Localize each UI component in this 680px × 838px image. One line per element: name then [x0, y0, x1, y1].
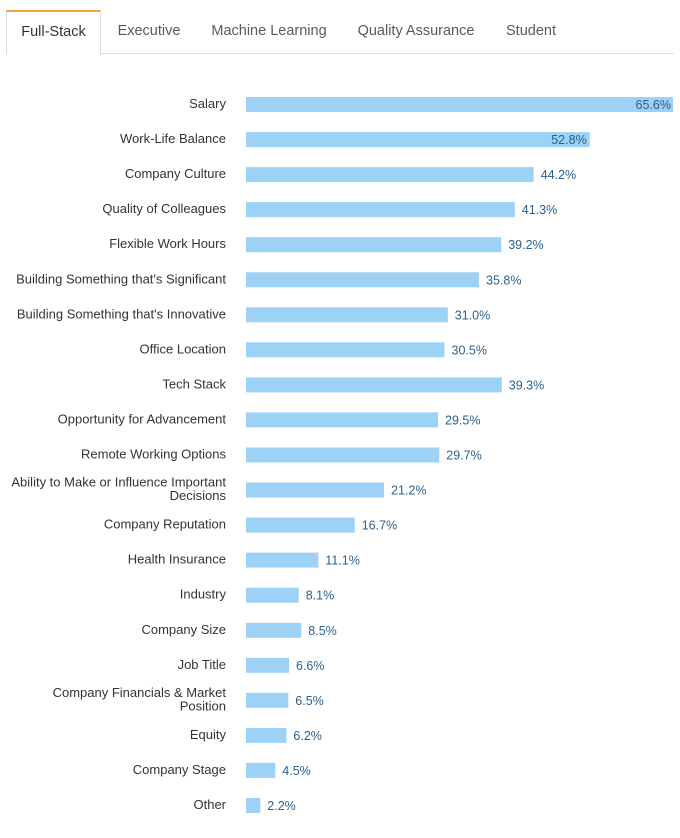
- value-label: 39.3%: [509, 378, 544, 392]
- bar-19: [246, 762, 276, 778]
- value-label: 30.5%: [452, 343, 487, 357]
- tab-bar: Full-Stack Executive Machine Learning Qu…: [6, 10, 674, 55]
- category-label: Tech Stack: [162, 376, 226, 391]
- value-label: 29.7%: [446, 449, 481, 463]
- category-label: Building Something that's Significant: [16, 271, 226, 286]
- value-label: 8.1%: [306, 589, 335, 603]
- value-label: 4.5%: [282, 764, 311, 778]
- category-label: Ability to Make or Influence Important De…: [11, 475, 226, 504]
- value-label: 6.6%: [296, 659, 325, 673]
- category-label: Work-Life Balance: [120, 131, 226, 146]
- bar-14: [246, 587, 299, 603]
- value-label: 44.2%: [541, 168, 576, 182]
- bar-5: [246, 272, 479, 288]
- value-label: 29.5%: [445, 413, 480, 427]
- tab-full-stack[interactable]: Full-Stack: [6, 10, 101, 55]
- category-label: Equity: [190, 727, 227, 742]
- bar-15: [246, 622, 302, 638]
- bar-7: [246, 342, 445, 358]
- bar-4: [246, 237, 502, 253]
- value-label: 35.8%: [486, 273, 521, 287]
- bar-16: [246, 657, 289, 673]
- category-label: Company Stage: [133, 762, 226, 777]
- value-label: 65.6%: [636, 98, 671, 112]
- category-label: Company Culture: [125, 166, 226, 181]
- value-label: 16.7%: [362, 519, 397, 533]
- category-label: Company Reputation: [104, 517, 226, 532]
- bar-11: [246, 482, 384, 498]
- category-label: Opportunity for Advancement: [58, 411, 227, 426]
- category-label-line: Ability to Make or Influence Important: [11, 475, 226, 490]
- category-label: Remote Working Options: [81, 447, 226, 462]
- category-label-line: Position: [180, 698, 226, 713]
- tab-machine-learning[interactable]: Machine Learning: [211, 23, 327, 39]
- bar-13: [246, 552, 319, 568]
- bar-9: [246, 412, 438, 428]
- category-label: Job Title: [178, 657, 226, 672]
- category-label-line: Decisions: [170, 488, 227, 503]
- bar-10: [246, 447, 440, 463]
- value-label: 6.2%: [293, 729, 322, 743]
- bar-1: [246, 132, 590, 148]
- category-label: Health Insurance: [128, 552, 226, 567]
- bar-0: [246, 97, 673, 112]
- bar-18: [246, 727, 287, 743]
- category-label-line: Company Financials & Market: [53, 685, 227, 700]
- value-label: 31.0%: [455, 308, 490, 322]
- value-label: 6.5%: [295, 694, 324, 708]
- value-label: 39.2%: [508, 238, 543, 252]
- tab-quality-assurance[interactable]: Quality Assurance: [357, 23, 475, 39]
- category-label: Salary: [189, 96, 226, 111]
- value-label: 8.5%: [308, 624, 337, 638]
- category-label: Company Financials & Market Position: [53, 685, 227, 714]
- bar-20: [246, 798, 261, 813]
- value-label: 21.2%: [391, 484, 426, 498]
- value-label: 41.3%: [522, 203, 557, 217]
- bar-6: [246, 307, 448, 323]
- bar-3: [246, 202, 515, 218]
- tab-student[interactable]: Student: [506, 23, 556, 39]
- bar-12: [246, 517, 355, 533]
- category-label: Flexible Work Hours: [109, 236, 226, 251]
- category-label: Quality of Colleagues: [102, 201, 226, 216]
- category-label: Industry: [180, 587, 227, 602]
- value-label: 11.1%: [325, 554, 360, 568]
- category-label: Other: [193, 797, 226, 812]
- value-label: 2.2%: [267, 799, 296, 813]
- category-label: Company Size: [141, 622, 226, 637]
- category-label: Building Something that's Innovative: [17, 306, 226, 321]
- value-label: 52.8%: [551, 133, 586, 147]
- bar-8: [246, 377, 502, 393]
- bar-17: [246, 692, 289, 708]
- tab-executive[interactable]: Executive: [117, 23, 181, 39]
- bar-2: [246, 167, 534, 183]
- category-label: Office Location: [140, 341, 226, 356]
